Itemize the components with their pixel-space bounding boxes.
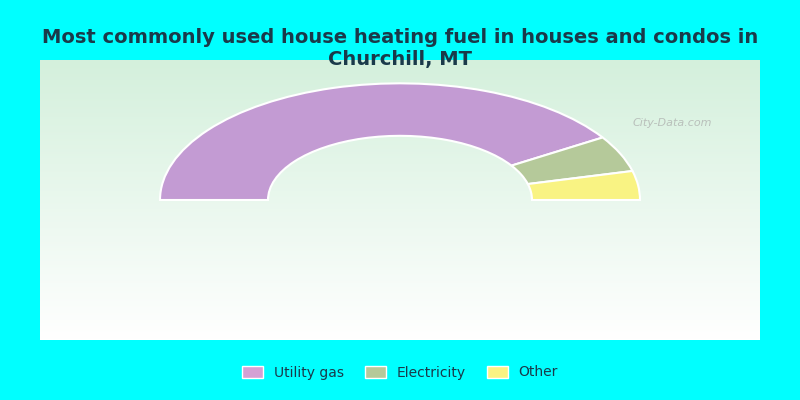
Wedge shape	[528, 171, 640, 200]
Text: Most commonly used house heating fuel in houses and condos in Churchill, MT: Most commonly used house heating fuel in…	[42, 28, 758, 69]
Wedge shape	[160, 83, 602, 200]
Wedge shape	[511, 138, 633, 184]
Text: City-Data.com: City-Data.com	[633, 118, 712, 128]
Legend: Utility gas, Electricity, Other: Utility gas, Electricity, Other	[237, 360, 563, 385]
